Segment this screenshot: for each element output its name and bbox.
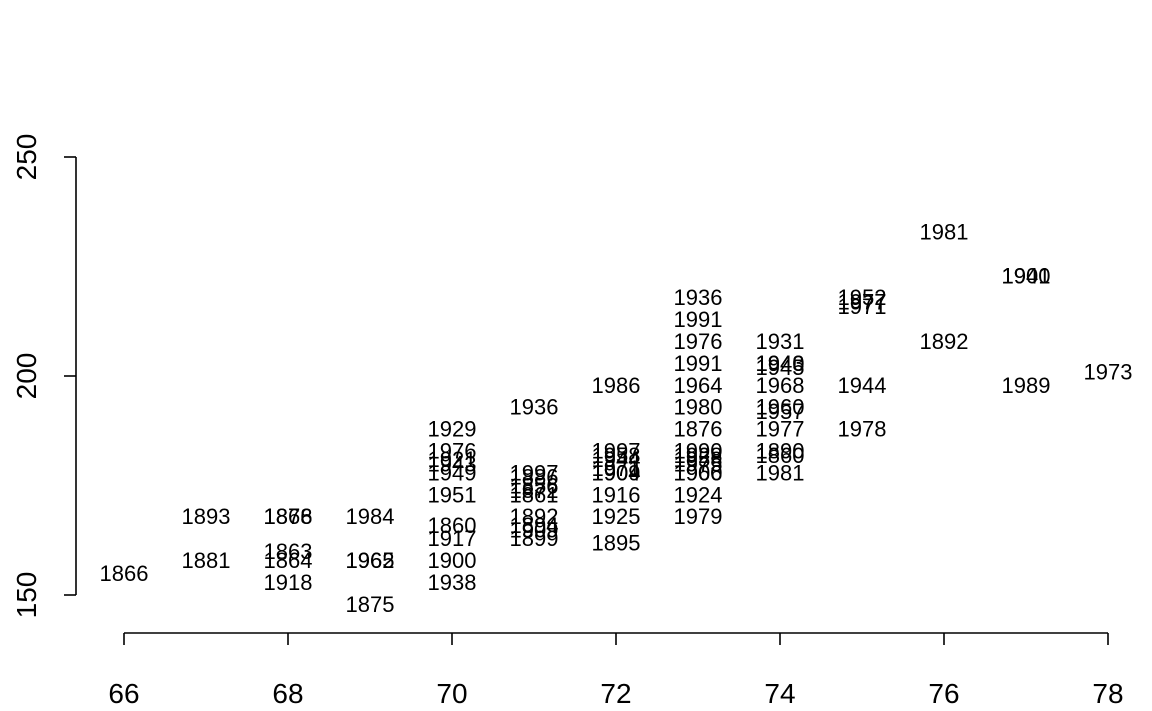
point-label: 1976 bbox=[674, 329, 723, 354]
point-label: 1876 bbox=[674, 417, 723, 442]
point-label: 1944 bbox=[838, 373, 887, 398]
point-label: 1958 bbox=[674, 447, 723, 472]
point-label: 1951 bbox=[428, 482, 477, 507]
point-label: 1964 bbox=[674, 373, 723, 398]
point-label: 1978 bbox=[838, 417, 887, 442]
point-label: 1901 bbox=[1002, 263, 1051, 288]
point-label: 1928 bbox=[674, 443, 723, 468]
point-label: 1973 bbox=[1084, 360, 1133, 385]
point-label: 1989 bbox=[1002, 373, 1051, 398]
point-label: 1890 bbox=[756, 438, 805, 463]
point-label: 1899 bbox=[510, 526, 559, 551]
y-tick-label: 200 bbox=[11, 353, 42, 400]
point-label: 1971 bbox=[592, 456, 641, 481]
point-label: 1936 bbox=[674, 285, 723, 310]
point-label: 1881 bbox=[182, 548, 231, 573]
point-label: 1866 bbox=[100, 561, 149, 586]
point-label: 1971 bbox=[838, 294, 887, 319]
x-tick-label: 66 bbox=[108, 678, 139, 709]
point-label: 1918 bbox=[264, 570, 313, 595]
point-label: 1924 bbox=[674, 482, 723, 507]
point-label: 1860 bbox=[428, 513, 477, 538]
y-tick-label: 250 bbox=[11, 134, 42, 181]
point-label: 1997 bbox=[510, 460, 559, 485]
point-label: 1936 bbox=[510, 395, 559, 420]
y-axis: 150 200 250 bbox=[11, 134, 77, 619]
x-axis: 66 68 70 72 74 76 78 bbox=[108, 632, 1124, 709]
point-label: 1916 bbox=[592, 482, 641, 507]
point-label: 1892 bbox=[920, 329, 969, 354]
point-label: 1894 bbox=[510, 513, 559, 538]
point-label: 1909 bbox=[510, 517, 559, 542]
point-label: 1868 bbox=[264, 504, 313, 529]
point-label: 1981 bbox=[920, 219, 969, 244]
point-labels: 1866189318811876186818631864191819841965… bbox=[100, 219, 1133, 616]
point-label: 1984 bbox=[346, 504, 395, 529]
x-tick-label: 70 bbox=[436, 678, 467, 709]
point-label: 1965 bbox=[346, 548, 395, 573]
point-label: 1872 bbox=[510, 478, 559, 503]
point-label: 1949 bbox=[428, 460, 477, 485]
point-label: 1968 bbox=[756, 373, 805, 398]
point-label: 1925 bbox=[592, 504, 641, 529]
point-label: 1962 bbox=[346, 548, 395, 573]
x-tick-label: 74 bbox=[764, 678, 795, 709]
point-label: 1940 bbox=[1002, 263, 1051, 288]
x-tick-label: 68 bbox=[272, 678, 303, 709]
point-label: 1938 bbox=[428, 570, 477, 595]
point-label: 1980 bbox=[674, 395, 723, 420]
point-label: 1976 bbox=[428, 438, 477, 463]
point-label: 1900 bbox=[428, 548, 477, 573]
point-label: 1860 bbox=[756, 443, 805, 468]
point-label: 1917 bbox=[428, 526, 477, 551]
x-tick-label: 78 bbox=[1092, 678, 1123, 709]
point-label: 1864 bbox=[264, 548, 313, 573]
point-label: 1909 bbox=[592, 460, 641, 485]
point-label: 1986 bbox=[592, 373, 641, 398]
x-tick-label: 72 bbox=[600, 678, 631, 709]
point-label: 1861 bbox=[510, 482, 559, 507]
point-label: 1856 bbox=[510, 474, 559, 499]
point-label: 1863 bbox=[264, 539, 313, 564]
point-label: 1991 bbox=[674, 351, 723, 376]
point-label: 1977 bbox=[756, 417, 805, 442]
point-label: 1906 bbox=[674, 460, 723, 485]
point-label: 1977 bbox=[838, 290, 887, 315]
point-label: 1945 bbox=[756, 355, 805, 380]
point-label: 1886 bbox=[510, 465, 559, 490]
point-label: 1975 bbox=[674, 452, 723, 477]
point-label: 1981 bbox=[756, 460, 805, 485]
point-label: 1952 bbox=[838, 285, 887, 310]
point-label: 1991 bbox=[674, 307, 723, 332]
point-label: 1904 bbox=[592, 460, 641, 485]
point-label: 1921 bbox=[428, 447, 477, 472]
point-label: 1997 bbox=[592, 438, 641, 463]
point-label: 1943 bbox=[756, 351, 805, 376]
point-label: 1960 bbox=[674, 460, 723, 485]
point-label: 1895 bbox=[592, 530, 641, 555]
point-label: 1958 bbox=[592, 443, 641, 468]
point-label: 1960 bbox=[756, 395, 805, 420]
point-label: 1892 bbox=[510, 504, 559, 529]
point-label: 1940 bbox=[756, 351, 805, 376]
point-label: 1990 bbox=[674, 438, 723, 463]
point-label: 1957 bbox=[756, 399, 805, 424]
x-tick-label: 76 bbox=[928, 678, 959, 709]
point-label: 1893 bbox=[182, 504, 231, 529]
point-label: 1979 bbox=[674, 504, 723, 529]
point-label: 1931 bbox=[756, 329, 805, 354]
point-label: 1943 bbox=[428, 452, 477, 477]
point-label: 1875 bbox=[346, 592, 395, 617]
point-label: 1929 bbox=[428, 417, 477, 442]
point-label: 1944 bbox=[592, 447, 641, 472]
point-label: 1876 bbox=[264, 504, 313, 529]
y-tick-label: 150 bbox=[11, 572, 42, 619]
